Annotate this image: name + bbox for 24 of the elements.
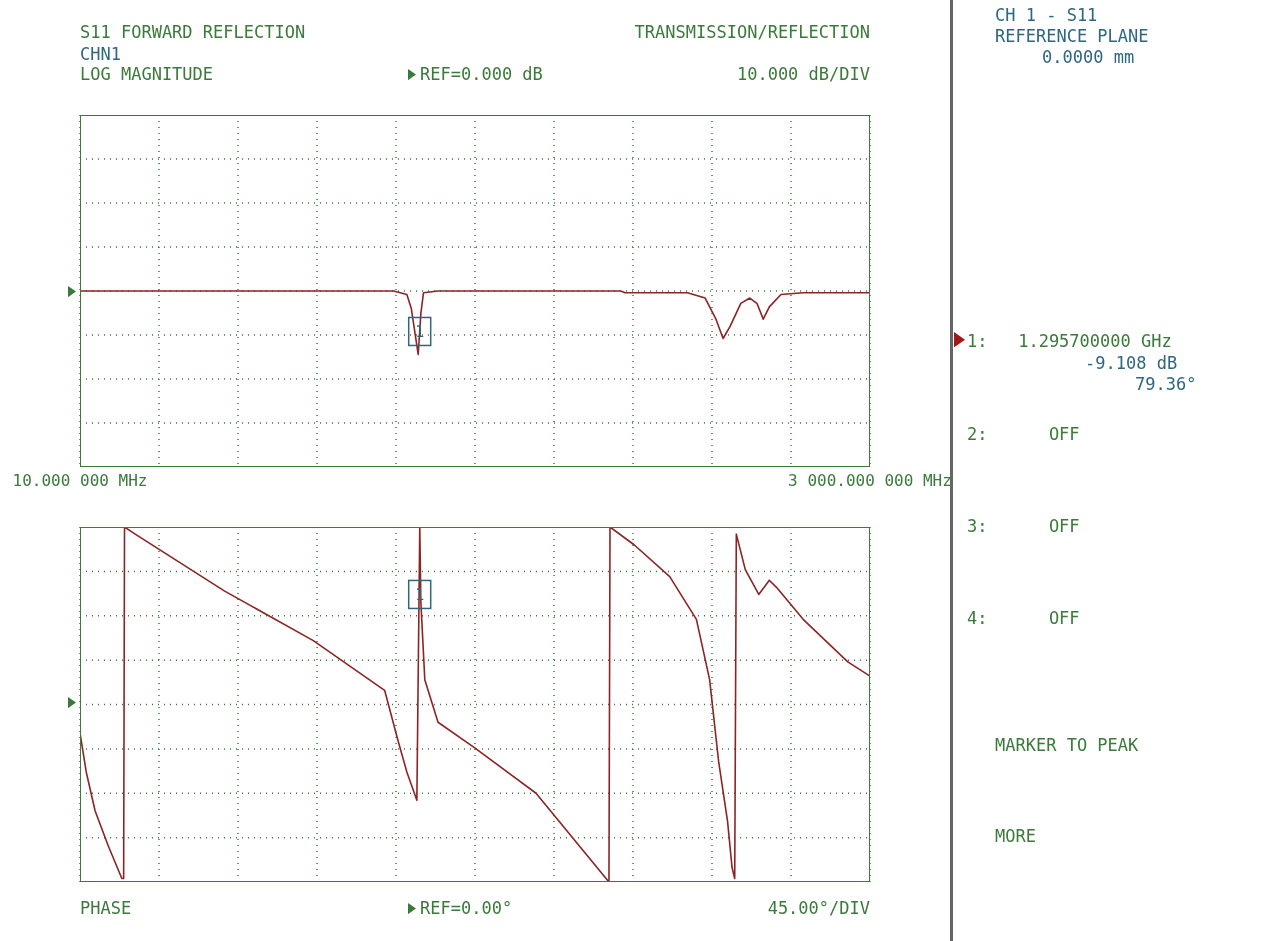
text: LOG MAGNITUDE <box>80 64 214 84</box>
text: 45.00°/DIV <box>767 898 870 918</box>
x-tick-label: 3 000.000 000 MHz <box>788 471 952 491</box>
text: PHASE <box>80 898 132 918</box>
text: 10.000 dB/DIV <box>736 64 870 84</box>
text: CHN1 <box>80 44 121 64</box>
marker-box: 1 <box>407 579 432 610</box>
text: REFERENCE PLANE <box>995 26 1149 46</box>
text: MORE <box>995 826 1036 846</box>
text: REF=0.00° <box>420 898 513 918</box>
x-tick-label: 10.000 000 MHz <box>12 471 148 491</box>
text: 2: OFF <box>967 424 1080 444</box>
chart-title: S11 FORWARD REFLECTION <box>80 22 306 42</box>
annotation: 1 <box>415 586 425 605</box>
text: MARKER TO PEAK <box>995 735 1139 755</box>
text: CH 1 - S11 <box>995 5 1098 25</box>
text: 4: OFF <box>967 608 1080 628</box>
text: 79.36° <box>1135 374 1197 394</box>
text: TRANSMISSION/REFLECTION <box>634 22 870 42</box>
text: -9.108 dB <box>1085 353 1178 373</box>
text: 3: OFF <box>967 516 1080 536</box>
text: 1: 1.295700000 GHz <box>967 331 1172 351</box>
text: 0.0000 mm <box>1042 47 1135 67</box>
text: REF=0.000 dB <box>420 64 543 84</box>
